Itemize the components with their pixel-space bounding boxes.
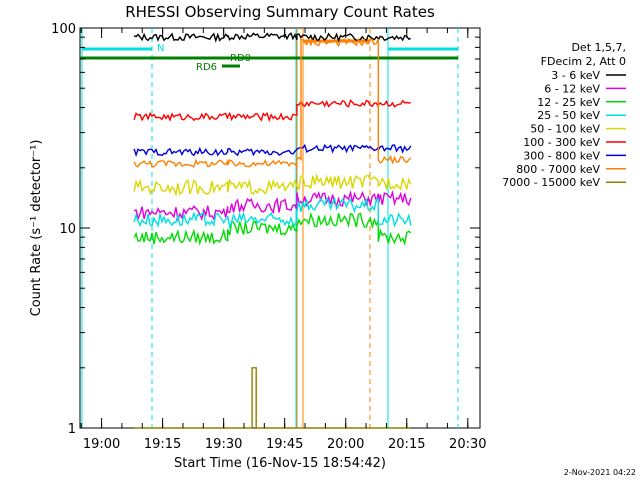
- series-line: [133, 37, 412, 170]
- x-axis: 19:00 19:15 19:30 19:45 20:00 20:15 20:30: [80, 28, 487, 452]
- x-tick-label: 20:00: [327, 437, 364, 452]
- annotations-group: N RD6 RD0: [157, 43, 251, 73]
- legend-label: 800 - 7000 keV: [516, 163, 600, 176]
- series-line: [134, 367, 411, 429]
- legend-label: 12 - 25 keV: [537, 96, 600, 109]
- legend-label: 100 - 300 keV: [523, 136, 600, 149]
- annotation-n: N: [157, 43, 164, 54]
- y-axis: 1 10 100: [51, 22, 480, 437]
- y-tick-label: 1: [68, 422, 76, 437]
- legend-label: 7000 - 15000 keV: [502, 176, 600, 189]
- legend-label: 50 - 100 keV: [530, 123, 600, 136]
- legend-header-line-1: Det 1,5,7,: [571, 41, 626, 54]
- annotation-rd0: RD0: [230, 53, 251, 64]
- x-tick-label: 19:00: [83, 437, 120, 452]
- x-axis-label: Start Time (16-Nov-15 18:54:42): [174, 456, 386, 471]
- y-axis-label: Count Rate (s⁻¹ detector⁻¹): [29, 140, 44, 317]
- series-line: [133, 143, 412, 158]
- x-tick-label: 20:15: [388, 437, 425, 452]
- series-line: [133, 211, 412, 246]
- observing-intervals: [80, 28, 459, 428]
- series-line: [133, 196, 412, 230]
- annotation-rd6: RD6: [196, 62, 217, 73]
- legend-label: 3 - 6 keV: [551, 69, 600, 82]
- chart-title: RHESSI Observing Summary Count Rates: [125, 3, 435, 21]
- series-group: [133, 32, 412, 429]
- legend-header-line-2: FDecim 2, Att 0: [541, 55, 626, 68]
- series-line: [133, 173, 412, 198]
- y-tick-label: 100: [51, 22, 76, 37]
- x-tick-label: 19:15: [144, 437, 181, 452]
- y-tick-label: 10: [59, 222, 76, 237]
- legend-label: 300 - 800 keV: [523, 149, 600, 162]
- series-line: [133, 99, 411, 123]
- legend-label: 6 - 12 keV: [544, 82, 600, 95]
- x-tick-label: 19:30: [205, 437, 242, 452]
- legend-label: 25 - 50 keV: [537, 109, 600, 122]
- x-tick-label: 20:30: [449, 437, 486, 452]
- footer-timestamp: 2-Nov-2021 04:22: [564, 468, 636, 477]
- x-tick-label: 19:45: [266, 437, 303, 452]
- series-line: [133, 189, 412, 222]
